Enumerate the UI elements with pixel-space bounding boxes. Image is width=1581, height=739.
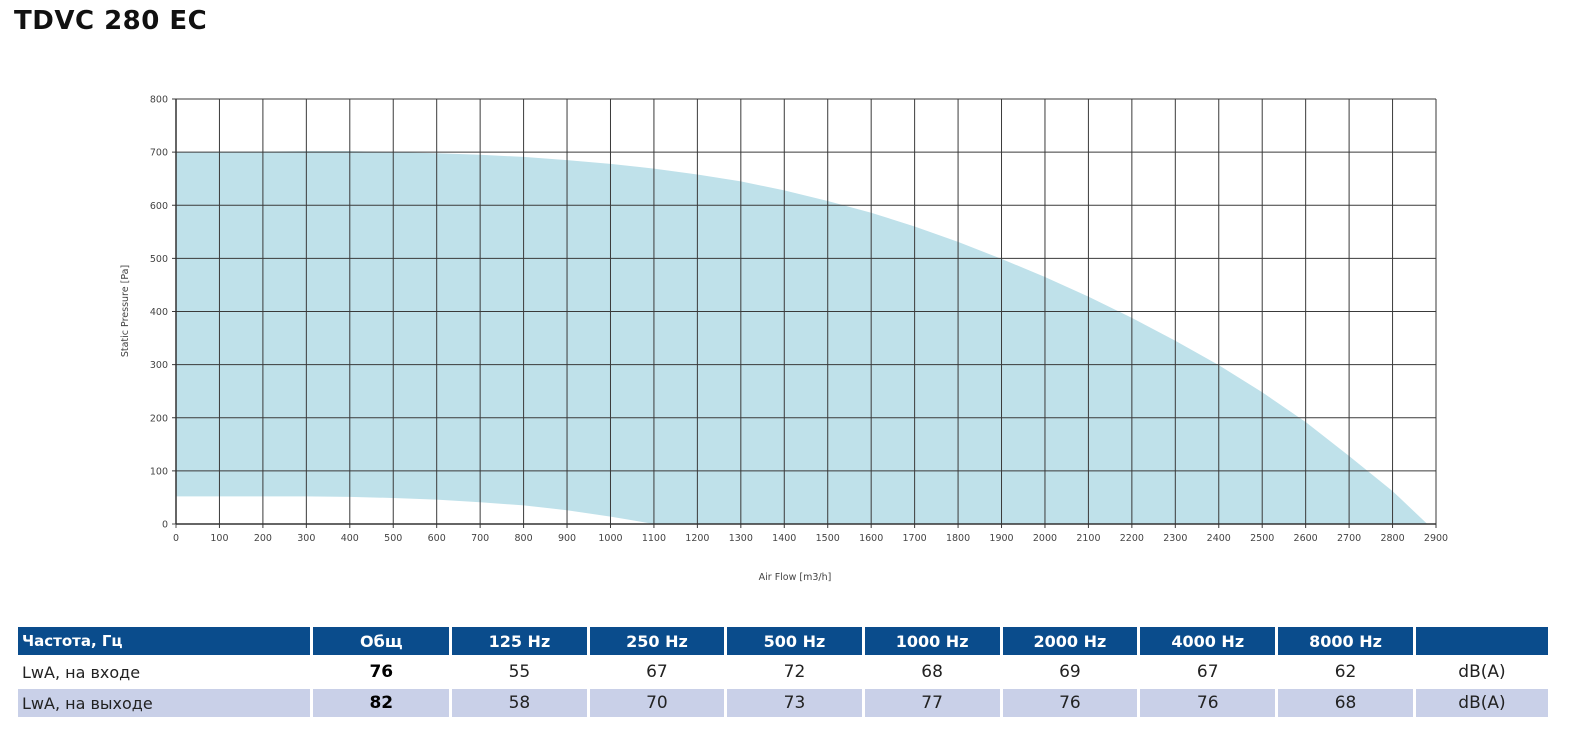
x-axis-label: Air Flow [m3/h]: [759, 572, 832, 583]
x-tick-label: 2600: [1294, 533, 1318, 544]
x-tick-label: 1600: [859, 533, 883, 544]
x-tick-label: 300: [297, 533, 315, 544]
grid-layer: [172, 98, 1437, 528]
x-tick-label: 700: [471, 533, 489, 544]
table-row: LwA, на выходе 82 58 70 73 77 76 76 68 dB(A): [18, 689, 1548, 717]
header-cell: 4000 Hz: [1140, 627, 1276, 655]
x-tick-label: 1800: [946, 533, 970, 544]
y-tick-label: 700: [150, 148, 168, 159]
y-tick-label: 600: [150, 201, 168, 212]
y-axis-label: Static Pressure [Pa]: [120, 265, 131, 357]
x-tick-label: 2500: [1250, 533, 1274, 544]
header-cell: 2000 Hz: [1002, 627, 1138, 655]
band-value: 73: [727, 689, 862, 717]
band-value: 68: [921, 662, 943, 682]
fan-performance-chart: 0 100 200 300 400 500 600 700 800 900 1000 1100 1200…: [120, 95, 1448, 584]
header-cell: 1000 Hz: [864, 627, 1000, 655]
band-value: 77: [864, 689, 1000, 717]
table-body: LwA, на входе 76 55 67 72 68 69 67 62 dB(A) LwA, н…: [18, 658, 1548, 717]
band-value: 58: [452, 689, 587, 717]
x-tick-label: 600: [428, 533, 446, 544]
x-tick-label: 2100: [1076, 533, 1100, 544]
x-tick-label: 1400: [772, 533, 796, 544]
x-tick-label: 2700: [1337, 533, 1361, 544]
band-value: 76: [1140, 689, 1276, 717]
band-value: 70: [589, 689, 725, 717]
band-value: 67: [1196, 662, 1219, 682]
header-frequency: Частота, Гц: [18, 627, 311, 655]
x-tick-label: 0: [173, 533, 179, 544]
total-value: 82: [313, 689, 450, 717]
band-value: 68: [1278, 689, 1413, 717]
x-tick-label: 2800: [1380, 533, 1404, 544]
header-cell: [1415, 627, 1548, 655]
tick-label-layer: 0 100 200 300 400 500 600 700 800 900 1000 1100 1200…: [150, 95, 1448, 545]
performance-area-layer: [176, 151, 1428, 524]
x-tick-label: 2400: [1207, 533, 1231, 544]
x-tick-label: 100: [210, 533, 228, 544]
chart-title: TDVC 280 EC: [14, 6, 208, 36]
header-cell: 8000 Hz: [1278, 627, 1413, 655]
row-label: LwA, на входе: [22, 662, 141, 682]
band-value: 72: [783, 662, 806, 682]
y-tick-label: 800: [150, 95, 168, 106]
y-tick-label: 300: [150, 360, 168, 371]
x-tick-label: 2200: [1120, 533, 1144, 544]
unit-cell: dB(A): [1458, 662, 1506, 682]
x-tick-label: 400: [341, 533, 359, 544]
row-label: LwA, на выходе: [18, 689, 311, 717]
x-tick-label: 1100: [642, 533, 666, 544]
x-tick-label: 1200: [685, 533, 709, 544]
band-value: 55: [508, 662, 531, 682]
y-tick-label: 0: [162, 520, 168, 531]
header-cell: 250 Hz: [589, 627, 725, 655]
header-cell: 500 Hz: [727, 627, 862, 655]
x-tick-label: 2300: [1163, 533, 1187, 544]
x-tick-label: 1500: [816, 533, 840, 544]
total-value: 76: [369, 662, 394, 682]
x-tick-label: 2900: [1424, 533, 1448, 544]
sound-power-table: Частота, Гц Общ 125 Hz 250 Hz 500 Hz 1000 Hz 2…: [15, 624, 1551, 720]
band-value: 69: [1059, 662, 1081, 682]
table-header-row: Частота, Гц Общ 125 Hz 250 Hz 500 Hz 1000 Hz 2…: [18, 627, 1548, 655]
y-tick-label: 500: [150, 254, 168, 265]
x-tick-label: 500: [384, 533, 402, 544]
x-tick-label: 1300: [729, 533, 753, 544]
unit-cell: dB(A): [1415, 689, 1548, 717]
performance-area: [176, 151, 1428, 524]
x-tick-label: 1000: [598, 533, 622, 544]
band-value: 67: [646, 662, 668, 682]
y-tick-label: 100: [150, 466, 168, 477]
x-tick-label: 200: [254, 533, 272, 544]
band-value: 62: [1334, 662, 1357, 682]
x-tick-label: 1700: [903, 533, 927, 544]
x-tick-label: 900: [558, 533, 576, 544]
header-cell: 125 Hz: [452, 627, 587, 655]
x-tick-label: 2000: [1033, 533, 1057, 544]
x-tick-label: 1900: [989, 533, 1013, 544]
y-tick-label: 200: [150, 413, 168, 424]
x-tick-label: 800: [515, 533, 533, 544]
y-tick-label: 400: [150, 307, 168, 318]
header-cell: Общ: [313, 627, 450, 655]
band-value: 76: [1002, 689, 1138, 717]
table-row: LwA, на входе 76 55 67 72 68 69 67 62 dB(A): [18, 658, 1548, 686]
